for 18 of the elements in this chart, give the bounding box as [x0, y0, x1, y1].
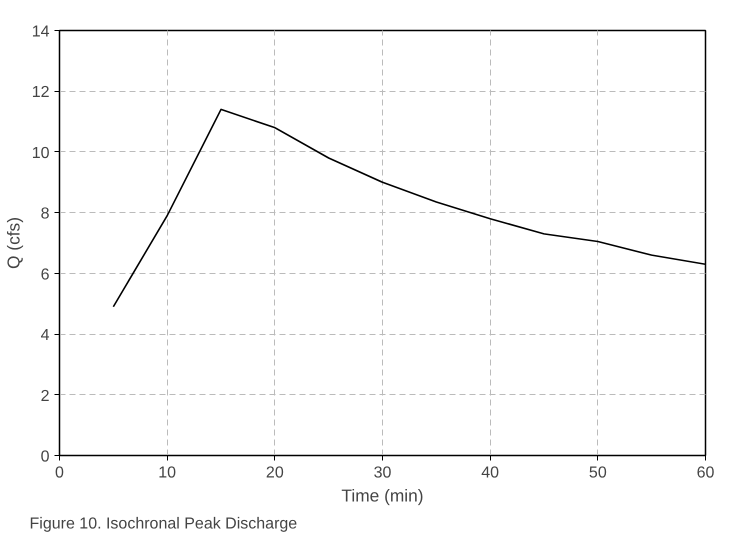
y-tick-label: 0 [40, 448, 50, 466]
y-axis-title: Q (cfs) [4, 217, 24, 269]
x-tick-label: 10 [158, 464, 176, 482]
y-tick-label: 8 [40, 206, 50, 223]
x-axis-title: Time (min) [341, 486, 424, 506]
x-tick-label: 30 [374, 464, 392, 482]
y-tick-label: 6 [40, 266, 50, 284]
y-tick-label: 4 [40, 327, 50, 344]
y-tick-label: 2 [40, 388, 50, 405]
y-tick-label: 10 [32, 144, 50, 162]
x-tick-label: 0 [55, 464, 64, 482]
y-tick-label: 12 [32, 84, 50, 102]
x-tick-label: 40 [481, 464, 500, 482]
x-tick-label: 50 [588, 464, 607, 482]
x-tick-label: 60 [696, 464, 714, 482]
caption: Figure 10. Isochronal Peak Discharge [30, 516, 298, 532]
y-tick-label: 14 [32, 24, 50, 40]
x-tick-label: 20 [266, 464, 284, 482]
